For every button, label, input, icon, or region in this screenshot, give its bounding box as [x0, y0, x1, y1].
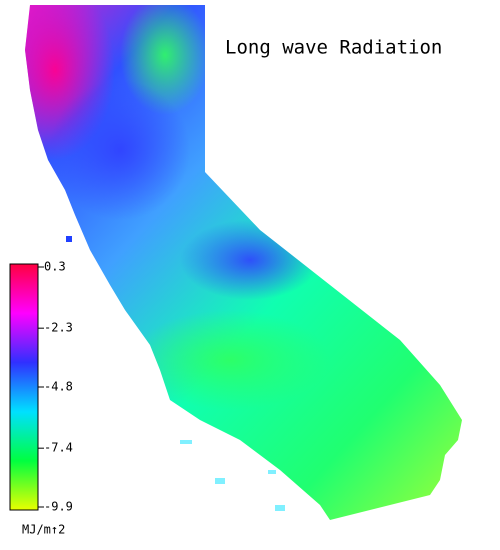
map-title: Long wave Radiation: [225, 37, 442, 59]
colorbar-tick-label: -4.8: [44, 380, 73, 394]
colorbar-tick-label: -9.9: [44, 500, 73, 514]
colorbar-tick-label: -7.4: [44, 441, 73, 455]
islands: [66, 236, 285, 511]
colorbar: [9, 263, 39, 511]
colorbar-unit: MJ/m↑2: [22, 523, 65, 537]
colorbar-tick-label: -2.3: [44, 321, 73, 335]
colorbar-tick-label: 0.3: [44, 260, 66, 274]
